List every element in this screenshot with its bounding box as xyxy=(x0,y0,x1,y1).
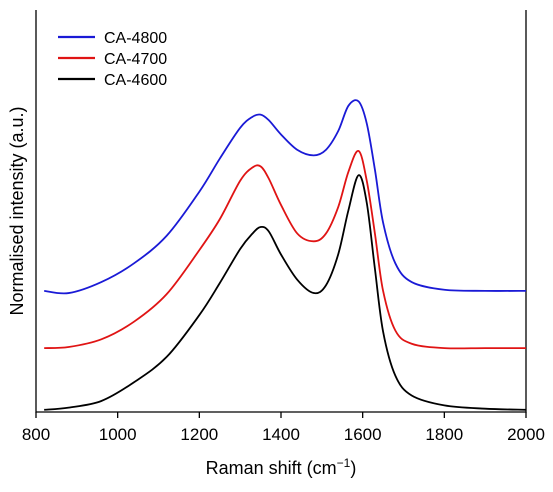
x-axis-title-superscript: −1 xyxy=(337,456,351,470)
x-tick-label: 2000 xyxy=(507,425,545,444)
x-tick-label: 1000 xyxy=(99,425,137,444)
legend-label: CA-4800 xyxy=(104,30,167,47)
x-axis-title-suffix: ) xyxy=(350,458,356,478)
x-tick-label: 1800 xyxy=(425,425,463,444)
legend-label: CA-4700 xyxy=(104,51,167,68)
x-axis-ticks: 800 1000 1200 1400 1600 1800 2000 xyxy=(22,412,545,444)
x-tick-label: 800 xyxy=(22,425,50,444)
legend-label: CA-4600 xyxy=(104,72,167,89)
series-line-ca-4600 xyxy=(44,174,527,411)
series-line-ca-4800 xyxy=(44,99,527,295)
x-axis-title-main: Raman shift (cm xyxy=(206,458,337,478)
x-tick-label: 1400 xyxy=(262,425,300,444)
x-axis-title: Raman shift (cm−1) xyxy=(206,456,357,478)
x-tick-label: 1600 xyxy=(344,425,382,444)
axes-frame xyxy=(35,10,527,413)
series-line-ca-4700 xyxy=(44,150,526,350)
x-tick-label: 1200 xyxy=(180,425,218,444)
plot-area xyxy=(35,10,527,413)
y-axis-title: Normalised intensity (a.u.) xyxy=(7,106,27,315)
series-group xyxy=(44,99,527,411)
legend: CA-4800 CA-4700 CA-4600 xyxy=(58,30,167,89)
